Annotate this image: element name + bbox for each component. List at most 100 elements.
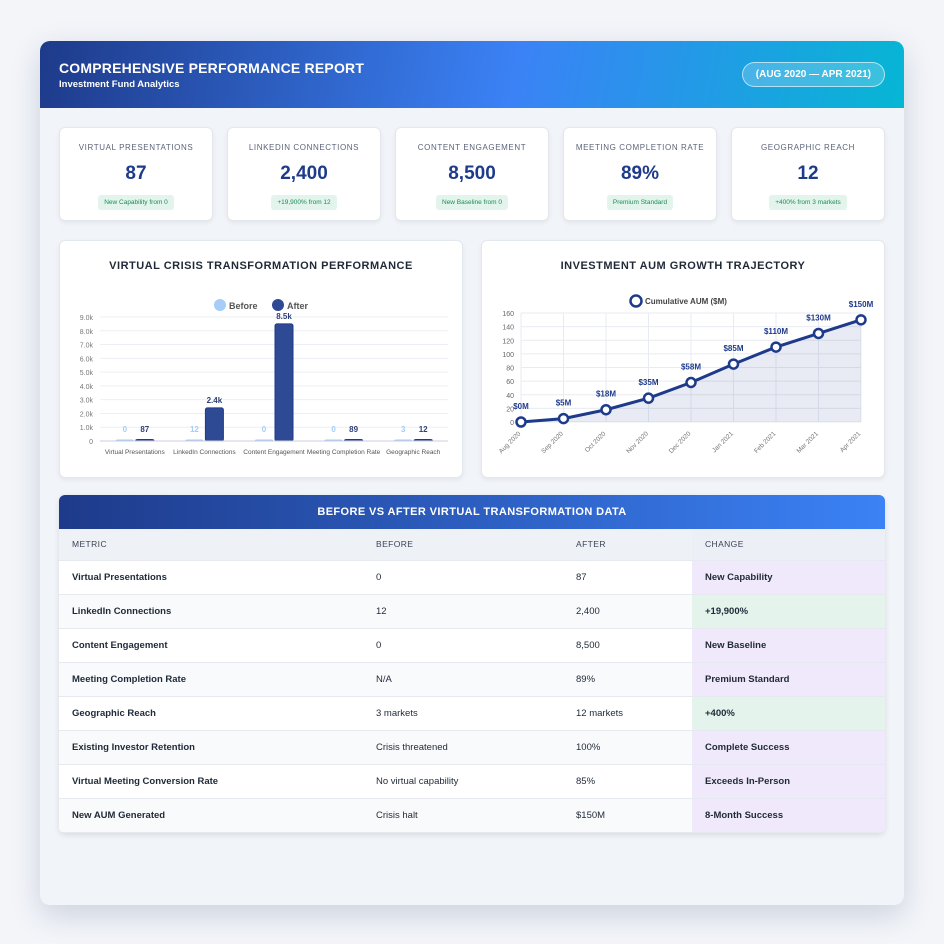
x-tick-label: Oct 2020 [584, 430, 608, 454]
table-row: Existing Investor Retention Crisis threat… [59, 730, 885, 765]
x-tick-label: Geographic Reach [386, 449, 441, 456]
change-cell: +19,900% [692, 594, 885, 629]
data-point [727, 358, 740, 370]
metric-cell: Existing Investor Retention [59, 730, 363, 765]
before-cell: Crisis threatened [363, 730, 563, 765]
line-chart-title: INVESTMENT AUM GROWTH TRAJECTORY [560, 260, 806, 272]
period-badge: (AUG 2020 — APR 2021) [741, 62, 885, 87]
y-tick-label: 3.0k [80, 398, 94, 405]
before-cell: Crisis halt [363, 798, 563, 833]
metric-cell: New AUM Generated [59, 798, 363, 833]
report-container: COMPREHENSIVE PERFORMANCE REPORT Investm… [40, 41, 904, 905]
y-tick-label: 160 [502, 311, 514, 318]
after-cell: 100% [563, 730, 692, 765]
y-tick-label: 6.0k [80, 356, 94, 363]
data-label: 8.5k [276, 312, 292, 321]
line-chart: Cumulative AUM ($M) 0 20 40 60 80 100 120 140 160… [498, 294, 874, 455]
x-tick-label: Nov 2020 [625, 430, 650, 455]
before-cell: No virtual capability [363, 764, 563, 799]
change-cell: 8-Month Success [692, 798, 885, 833]
kpi-tag: +400% from 3 markets [769, 195, 847, 210]
after-cell: $150M [563, 798, 692, 833]
kpi-tag: Premium Standard [606, 195, 674, 210]
data-label: 89 [349, 425, 358, 434]
kpi-card: VIRTUAL PRESENTATIONS 87 New Capability fr… [59, 127, 213, 221]
report-subtitle: Investment Fund Analytics [59, 79, 180, 90]
x-tick-label: Mar 2021 [796, 430, 821, 455]
legend-marker-before [214, 299, 226, 311]
metric-cell: Meeting Completion Rate [59, 662, 363, 697]
y-tick-label: 120 [502, 338, 514, 345]
table-row: Content Engagement 0 8,500 New Baseline [59, 628, 885, 663]
kpi-card: LINKEDIN CONNECTIONS 2,400 +19,900% from 1… [227, 127, 381, 221]
data-point [600, 403, 612, 416]
before-cell: 3 markets [363, 696, 563, 731]
kpi-row: VIRTUAL PRESENTATIONS 87 New Capability fr… [59, 127, 885, 221]
line-chart-panel: INVESTMENT AUM GROWTH TRAJECTORY Cumulat… [481, 240, 885, 478]
before-cell: N/A [363, 662, 563, 697]
y-tick-label: 2.0k [80, 411, 94, 418]
data-label: 2.4k [207, 396, 223, 405]
y-tick-label: 60 [506, 379, 514, 386]
legend-label: Before [229, 301, 258, 311]
y-tick-label: 5.0k [80, 370, 94, 377]
kpi-tag: +19,900% from 12 [271, 195, 337, 210]
kpi-value: 89% [620, 163, 660, 184]
column-header: METRIC [59, 529, 363, 561]
y-tick-label: 20 [506, 406, 514, 413]
kpi-card: MEETING COMPLETION RATE 89% Premium Standa… [563, 127, 717, 221]
data-point [855, 314, 867, 326]
data-label: $35M [638, 378, 658, 387]
table-row: Geographic Reach 3 markets 12 markets +400% [59, 696, 885, 731]
data-point [770, 341, 782, 353]
metric-cell: Virtual Presentations [59, 560, 363, 595]
data-label: 0 [262, 425, 267, 434]
bar-after [204, 407, 224, 442]
table-row: Meeting Completion Rate N/A 89% Premium Sta… [59, 662, 885, 697]
y-tick-label: 1.0k [80, 425, 94, 432]
comparison-table: BEFORE VS AFTER VIRTUAL TRANSFORMATION D… [59, 495, 885, 833]
change-cell: New Capability [692, 560, 885, 595]
kpi-tag: New Baseline from 0 [436, 195, 508, 210]
legend-marker [629, 294, 643, 308]
kpi-value: 2,400 [280, 163, 328, 184]
column-header: AFTER [563, 529, 692, 561]
before-cell: 0 [363, 560, 563, 595]
table-row: LinkedIn Connections 12 2,400 +19,900% [59, 594, 885, 629]
x-tick-label: Aug 2020 [498, 430, 523, 455]
data-label: $18M [596, 390, 616, 399]
data-label: $5M [556, 399, 572, 408]
after-cell: 12 markets [563, 696, 692, 731]
data-label: 12 [419, 425, 428, 434]
kpi-value: 8,500 [448, 163, 496, 184]
kpi-label: GEOGRAPHIC REACH [760, 143, 856, 152]
table-row: New AUM Generated Crisis halt $150M 8-Month… [59, 798, 885, 833]
kpi-value: 87 [125, 163, 147, 184]
x-tick-label: Virtual Presentations [105, 449, 166, 456]
after-cell: 8,500 [563, 628, 692, 663]
x-tick-label: Feb 2021 [753, 430, 778, 455]
after-cell: 85% [563, 764, 692, 799]
data-point [557, 412, 570, 425]
after-cell: 2,400 [563, 594, 692, 629]
x-tick-label: LinkedIn Connections [173, 449, 236, 456]
y-tick-label: 140 [502, 325, 514, 332]
data-label: $85M [723, 344, 743, 353]
y-tick-label: 0 [89, 439, 93, 446]
change-cell: New Baseline [692, 628, 885, 663]
x-tick-label: Sep 2020 [540, 430, 565, 455]
y-tick-label: 80 [506, 366, 514, 373]
metric-cell: Content Engagement [59, 628, 363, 663]
bar-after [274, 323, 294, 442]
x-tick-label: Dec 2020 [668, 430, 693, 455]
y-tick-label: 7.0k [80, 343, 94, 350]
column-header: CHANGE [692, 529, 885, 561]
legend-marker-after [272, 299, 284, 311]
metric-cell: Geographic Reach [59, 696, 363, 731]
data-label: 12 [190, 425, 199, 434]
legend-label: After [287, 301, 308, 311]
y-tick-label: 40 [506, 393, 514, 400]
kpi-label: LINKEDIN CONNECTIONS [248, 143, 360, 152]
y-tick-label: 9.0k [80, 315, 94, 322]
x-tick-label: Meeting Completion Rate [307, 449, 381, 456]
